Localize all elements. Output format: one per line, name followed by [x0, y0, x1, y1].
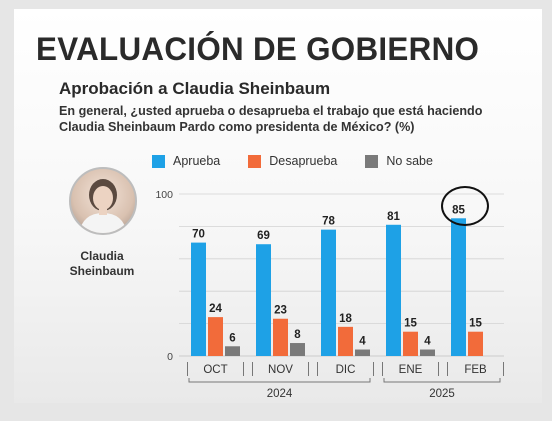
evaluation-card: EVALUACIÓN DE GOBIERNO Aprobación a Clau…	[14, 9, 542, 403]
person-last-name: Sheinbaum	[69, 264, 135, 278]
legend-swatch-aprueba	[152, 154, 165, 168]
year-bracket	[188, 378, 371, 383]
data-label: 15	[404, 318, 417, 330]
bar-aprueba	[451, 218, 466, 356]
data-label: 81	[387, 211, 400, 223]
bar-desaprueba	[403, 331, 418, 356]
legend-label-aprueba: Aprueba	[173, 154, 221, 168]
y-tick-label: 100	[155, 189, 173, 201]
person-name: Claudia Sheinbaum	[52, 249, 152, 279]
legend-label-desaprueba: Desaprueba	[269, 154, 338, 168]
approval-bar-chart: 010070246OCT69238NOV78184DIC81154ENE8515…	[155, 189, 504, 399]
data-label: 18	[339, 313, 352, 325]
data-label: 70	[192, 229, 205, 241]
year-bracket	[383, 378, 501, 383]
main-title: EVALUACIÓN DE GOBIERNO	[36, 31, 480, 67]
portrait-photo-icon	[69, 167, 137, 235]
data-label: 6	[229, 332, 235, 344]
year-label: 2024	[267, 388, 293, 399]
bar-no-sabe	[290, 343, 305, 356]
category-label: FEB	[464, 364, 487, 376]
legend-item-desaprueba: Desaprueba	[248, 154, 337, 168]
data-label: 69	[257, 230, 270, 242]
legend-label-nosabe: No sabe	[386, 154, 433, 168]
data-label: 4	[424, 336, 431, 348]
legend-swatch-desaprueba	[248, 154, 262, 168]
subtitle: Aprobación a Claudia Sheinbaum	[59, 79, 331, 98]
bar-no-sabe	[225, 346, 240, 356]
category-label: OCT	[203, 364, 227, 376]
category-label: ENE	[399, 364, 423, 376]
data-label: 4	[359, 336, 366, 348]
bar-aprueba	[191, 242, 206, 356]
bar-aprueba	[256, 244, 271, 356]
data-label: 78	[322, 216, 335, 228]
data-label: 24	[209, 303, 222, 315]
portrait-drawing	[79, 179, 127, 233]
highlight-circle	[441, 186, 489, 226]
category-label: NOV	[268, 364, 293, 376]
bar-no-sabe	[355, 349, 370, 356]
bar-desaprueba	[468, 331, 483, 356]
legend-swatch-nosabe	[365, 154, 379, 168]
chart-legend: Aprueba Desaprueba No sabe	[152, 154, 461, 168]
data-label: 23	[274, 305, 287, 317]
legend-item-nosabe: No sabe	[365, 154, 433, 168]
bar-desaprueba	[273, 318, 288, 356]
person-first-name: Claudia	[80, 249, 124, 263]
bar-desaprueba	[338, 326, 353, 356]
legend-item-aprueba: Aprueba	[152, 154, 220, 168]
bar-no-sabe	[420, 349, 435, 356]
bar-aprueba	[321, 229, 336, 356]
y-tick-label: 0	[167, 351, 173, 363]
year-label: 2025	[429, 388, 455, 399]
bar-aprueba	[386, 224, 401, 356]
survey-question: En general, ¿usted aprueba o desaprueba …	[59, 104, 483, 134]
bar-desaprueba	[208, 317, 223, 356]
category-label: DIC	[336, 364, 356, 376]
data-label: 15	[469, 318, 482, 330]
data-label: 8	[294, 329, 301, 341]
